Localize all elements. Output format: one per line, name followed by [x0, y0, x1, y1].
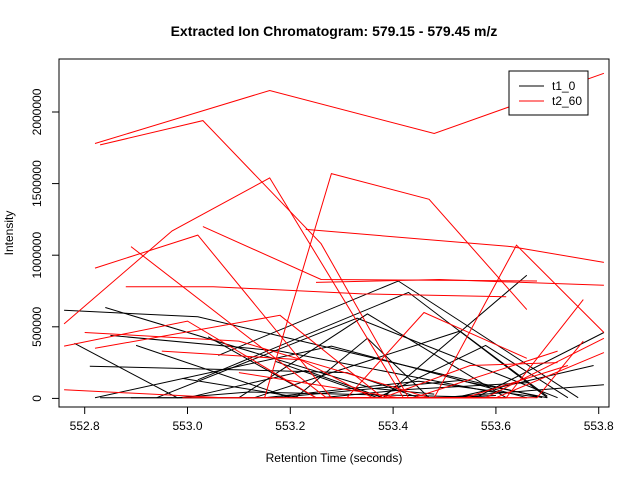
y-tick-label: 1500000: [30, 160, 44, 207]
y-axis-label: Intensity: [2, 211, 16, 256]
series-layer: [63, 72, 605, 399]
chart-title: Extracted Ion Chromatogram: 579.15 - 579…: [171, 23, 498, 39]
legend-box: [508, 70, 589, 116]
y-tick-label: 500000: [30, 306, 44, 346]
y-tick-label: 2000000: [30, 88, 44, 135]
x-axis: 552.8 553.0 553.2 553.4 553.6 553.8: [70, 407, 614, 433]
series-t2-60-trace-16: [182, 311, 528, 399]
series-t1-0-trace-5: [110, 334, 496, 394]
series-t1-0-trace-12: [197, 291, 548, 399]
x-tick-label: 553.0: [172, 419, 202, 433]
series-t2-60-trace-10: [315, 278, 604, 286]
legend: t1_0 t2_60: [508, 70, 589, 116]
series-t2-60-trace-8: [264, 172, 528, 398]
legend-label-t1-0: t1_0: [552, 79, 576, 93]
plot-frame: [58, 58, 610, 408]
x-axis-label: Retention Time (seconds): [266, 451, 403, 465]
x-tick-label: 553.2: [275, 419, 305, 433]
y-tick-label: 0: [30, 395, 44, 402]
x-tick-label: 553.4: [378, 419, 408, 433]
series-t2-60-trace-17: [238, 352, 605, 399]
x-tick-label: 553.8: [584, 419, 614, 433]
series-t1-0-trace-20: [295, 337, 496, 399]
x-tick-label: 552.8: [70, 419, 100, 433]
series-t1-0-trace-16: [187, 274, 528, 399]
y-tick-label: 1000000: [30, 232, 44, 279]
series-t2-60-trace-9: [305, 228, 604, 263]
series-t1-0-trace-1: [64, 309, 543, 399]
series-t1-0-trace-7: [100, 380, 538, 399]
x-tick-label: 553.6: [481, 419, 511, 433]
y-axis: 0 500000 1000000 1500000 2000000: [30, 88, 59, 402]
series-t2-60-trace-13: [94, 314, 569, 399]
legend-label-t2-60: t2_60: [552, 94, 582, 108]
series-t1-0-trace-14: [218, 280, 579, 399]
series-t1-0-trace-10: [156, 317, 558, 399]
series-t1-0-trace-8: [94, 345, 527, 399]
series-t2-60-trace-7: [125, 286, 507, 298]
